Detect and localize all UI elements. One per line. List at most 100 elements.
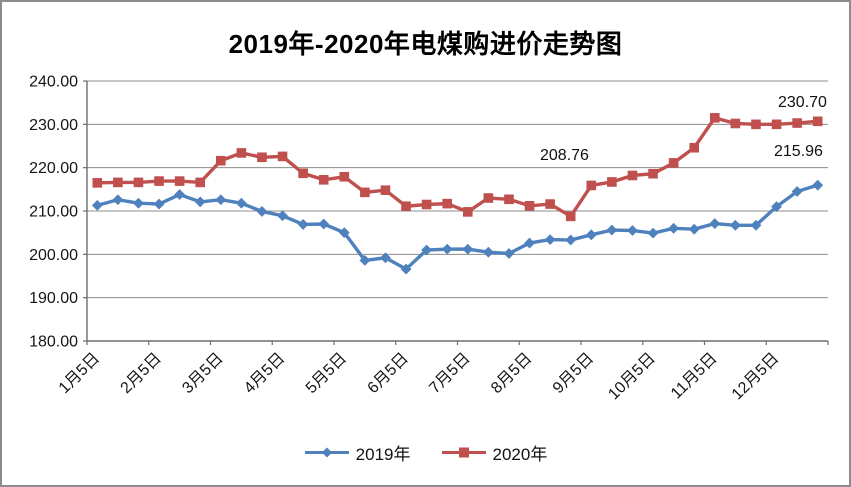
x-axis-label: 11月5日: [668, 350, 721, 403]
data-point-marker-2020年: [648, 168, 658, 179]
x-axis-label: 9月5日: [550, 350, 597, 397]
data-point-marker-2019年: [585, 229, 597, 241]
legend-label-2020: 2020年: [492, 445, 548, 464]
data-point-marker-2019年: [503, 248, 515, 259]
legend-marker-2020-icon: [441, 447, 486, 458]
data-label: 215.96: [774, 143, 823, 160]
data-point-marker-2020年: [462, 207, 473, 217]
data-point-marker-2020年: [668, 158, 679, 168]
data-point-marker-2019年: [482, 246, 494, 258]
series-line-2019年: [96, 183, 819, 272]
legend-item-2020: 2020年: [441, 440, 548, 465]
y-axis-label: 230.00: [29, 117, 78, 134]
data-point-marker-2020年: [174, 176, 185, 186]
data-point-marker-2019年: [421, 244, 433, 256]
data-point-marker-2020年: [524, 201, 535, 211]
data-point-marker-2019年: [256, 206, 268, 217]
data-point-marker-2019年: [380, 252, 391, 264]
x-axis-label: 3月5日: [179, 350, 226, 397]
data-point-marker-2019年: [441, 243, 453, 255]
data-point-marker-2020年: [133, 177, 144, 188]
data-point-marker-2019年: [462, 243, 474, 255]
data-point-marker-2020年: [277, 151, 288, 162]
data-point-marker-2019年: [750, 219, 762, 231]
data-point-marker-2020年: [236, 148, 247, 158]
data-label: 230.70: [778, 94, 827, 111]
y-axis-label: 240.00: [29, 74, 78, 91]
legend-item-2019: 2019年: [304, 440, 411, 465]
data-point-marker-2019年: [771, 201, 782, 213]
data-point-marker-2020年: [215, 155, 226, 166]
legend-label-2019: 2019年: [355, 445, 411, 464]
data-point-marker-2020年: [195, 177, 206, 188]
data-point-marker-2019年: [812, 179, 824, 191]
data-point-marker-2020年: [92, 178, 103, 188]
data-point-marker-2020年: [565, 211, 576, 222]
data-point-marker-2019年: [194, 196, 206, 208]
data-point-marker-2020年: [751, 119, 761, 130]
data-point-marker-2020年: [504, 194, 514, 205]
data-point-marker-2020年: [730, 118, 741, 129]
data-point-marker-2020年: [380, 185, 391, 195]
legend: 2019年 2020年: [2, 440, 849, 465]
data-point-marker-2020年: [298, 168, 308, 179]
data-point-marker-2020年: [812, 116, 823, 127]
legend-marker-2019-icon: [304, 447, 349, 458]
data-point-marker-2020年: [545, 199, 555, 209]
data-point-marker-2019年: [627, 225, 638, 236]
data-point-marker-2019年: [647, 227, 659, 239]
data-point-marker-2019年: [133, 197, 144, 209]
y-axis-label: 220.00: [29, 160, 78, 177]
data-point-marker-2019年: [668, 222, 680, 234]
data-point-marker-2020年: [792, 118, 802, 128]
x-axis-label: 10月5日: [605, 350, 659, 404]
data-point-marker-2020年: [154, 176, 164, 186]
data-point-marker-2019年: [112, 194, 124, 206]
data-point-marker-2020年: [360, 187, 370, 198]
x-axis-label: 8月5日: [488, 350, 535, 397]
data-point-marker-2019年: [153, 198, 165, 210]
y-axis-label: 210.00: [29, 204, 78, 221]
data-point-marker-2020年: [257, 152, 267, 163]
data-point-marker-2020年: [442, 198, 453, 209]
y-axis-label: 190.00: [29, 290, 78, 307]
data-point-marker-2019年: [91, 199, 103, 211]
data-point-marker-2019年: [297, 219, 309, 230]
x-axis-label: 1月5日: [56, 350, 103, 397]
data-point-marker-2019年: [791, 186, 803, 197]
data-point-marker-2020年: [627, 170, 638, 181]
data-point-marker-2020年: [689, 142, 700, 153]
data-point-marker-2019年: [400, 263, 412, 275]
data-point-marker-2020年: [586, 180, 597, 191]
y-axis-label: 200.00: [29, 247, 78, 264]
x-axis-label: 6月5日: [365, 350, 412, 397]
data-point-marker-2020年: [318, 175, 329, 185]
x-axis-label: 2月5日: [118, 350, 165, 397]
x-axis-label: 7月5日: [426, 350, 473, 397]
data-point-marker-2019年: [729, 219, 741, 231]
x-axis-label: 4月5日: [241, 350, 288, 397]
data-point-marker-2019年: [565, 234, 577, 246]
data-point-marker-2019年: [318, 218, 330, 230]
data-point-marker-2020年: [709, 113, 720, 123]
data-point-marker-2020年: [607, 177, 617, 187]
data-point-marker-2020年: [483, 193, 494, 203]
data-point-marker-2019年: [215, 194, 227, 206]
data-point-marker-2019年: [277, 210, 288, 222]
data-point-marker-2019年: [544, 234, 556, 245]
data-point-marker-2020年: [401, 201, 411, 212]
data-point-marker-2019年: [606, 224, 618, 236]
data-point-marker-2019年: [524, 237, 535, 249]
data-point-marker-2020年: [421, 199, 432, 210]
chart-title: 2019年-2020年电煤购进价走势图: [228, 29, 623, 59]
data-point-marker-2019年: [338, 227, 350, 239]
x-axis-label: 5月5日: [303, 350, 350, 397]
data-label: 208.76: [540, 147, 589, 164]
data-point-marker-2019年: [688, 223, 700, 235]
x-axis-label: 12月5日: [729, 350, 783, 404]
data-point-marker-2020年: [339, 171, 350, 182]
y-axis-label: 180.00: [29, 334, 78, 351]
data-point-marker-2019年: [235, 197, 247, 209]
